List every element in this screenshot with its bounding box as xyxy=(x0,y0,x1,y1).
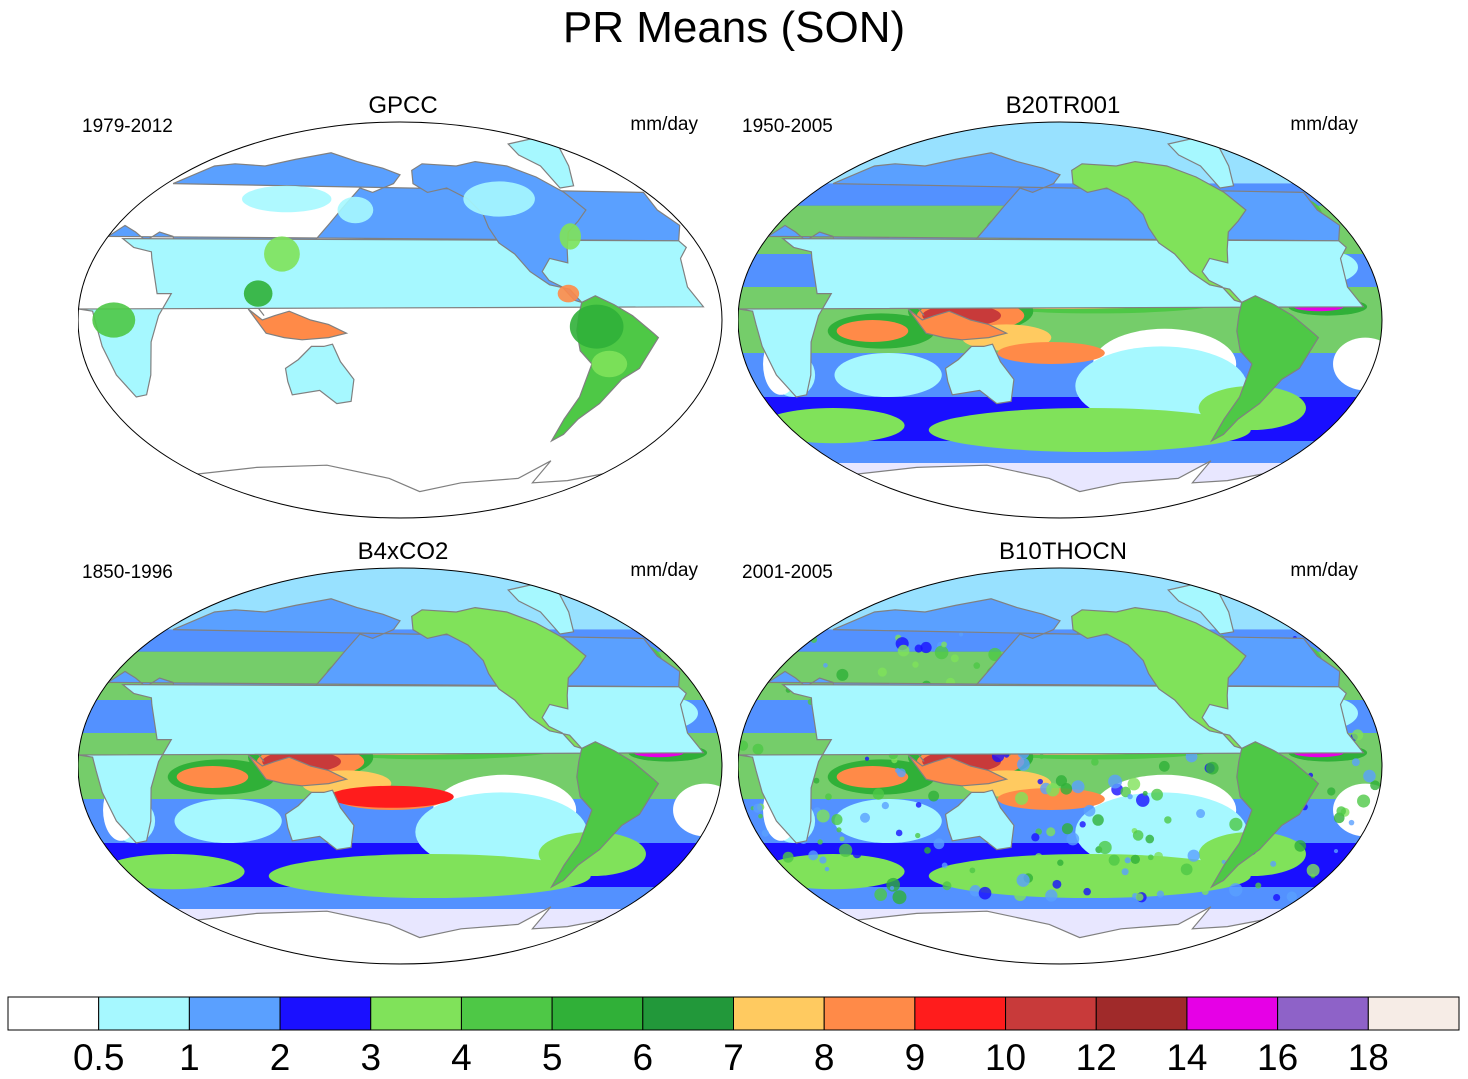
landmass-australia xyxy=(944,789,1015,851)
panel-b20tr001: B20TR001 1950-2005 mm/day xyxy=(738,92,1388,519)
colorbar-swatch xyxy=(1095,996,1188,1031)
period-label: 1979-2012 xyxy=(82,116,173,137)
colorbar: 0.5 1 2 3 4 5 6 7 8 9 10 12 14 16 18 xyxy=(7,996,1460,1078)
panel-title: B20TR001 xyxy=(1005,92,1121,119)
landmass-australia xyxy=(284,343,355,405)
colorbar-swatch xyxy=(914,996,1007,1031)
colorbar-swatch xyxy=(188,996,281,1031)
colorbar-swatch xyxy=(1186,996,1279,1031)
colorbar-tick-label: 6 xyxy=(633,1037,654,1078)
landmass-australia xyxy=(944,343,1015,405)
precipitation-map xyxy=(78,121,723,519)
landmass-samerica xyxy=(549,741,660,889)
colorbar-tick-label: 5 xyxy=(542,1037,563,1078)
colorbar-tick-label: 1 xyxy=(179,1037,200,1078)
colorbar-swatch xyxy=(1005,996,1097,1031)
panel-b4xco2: B4xCO2 1850-1996 mm/day xyxy=(78,538,728,965)
colorbar-tick-label: 12 xyxy=(1076,1037,1117,1078)
colorbar-swatch xyxy=(1367,996,1460,1031)
period-label: 1850-1996 xyxy=(82,562,173,583)
colorbar-swatch xyxy=(1277,996,1369,1031)
period-label: 2001-2005 xyxy=(742,562,833,583)
colorbar-tick-label: 4 xyxy=(451,1037,472,1078)
colorbar-tick-label: 3 xyxy=(360,1037,381,1078)
landmass-samerica xyxy=(1209,295,1320,443)
colorbar-swatch xyxy=(642,996,734,1031)
colorbar-tick-label: 2 xyxy=(270,1037,291,1078)
precipitation-field xyxy=(738,568,1382,964)
colorbar-swatch xyxy=(823,996,916,1031)
colorbar-swatch xyxy=(733,996,825,1031)
landmass-samerica xyxy=(1209,741,1320,889)
panel-title: GPCC xyxy=(368,92,438,119)
colorbar-swatch xyxy=(370,996,462,1031)
map-border xyxy=(78,567,723,965)
precipitation-map xyxy=(738,121,1383,519)
map-border xyxy=(738,567,1383,965)
landmass-indonesia xyxy=(907,308,1009,341)
landmass-namerica xyxy=(1071,606,1247,750)
precipitation-field xyxy=(78,122,722,518)
units-label: mm/day xyxy=(1290,560,1358,581)
colorbar-tick-label: 18 xyxy=(1348,1037,1389,1078)
colorbar-tick-label: 10 xyxy=(985,1037,1026,1078)
landmass-namerica xyxy=(411,606,587,750)
landmass-indonesia xyxy=(247,308,349,341)
units-label: mm/day xyxy=(630,114,698,135)
units-label: mm/day xyxy=(630,560,698,581)
colorbar-swatch xyxy=(7,996,100,1031)
colorbar-tick-label: 7 xyxy=(723,1037,744,1078)
panel-title: B10THOCN xyxy=(998,538,1128,565)
units-label: mm/day xyxy=(1290,114,1358,135)
panel-b10thocn: B10THOCN 2001-2005 mm/day xyxy=(738,538,1388,965)
panel-gpcc: GPCC 1979-2012 mm/day xyxy=(78,92,728,519)
colorbar-tick-label: 16 xyxy=(1257,1037,1298,1078)
map-border xyxy=(78,121,723,519)
landmass-australia xyxy=(284,789,355,851)
colorbar-tick-label: 9 xyxy=(905,1037,926,1078)
panel-title: B4xCO2 xyxy=(357,538,449,565)
precipitation-field xyxy=(78,568,722,964)
landmass-indonesia xyxy=(907,754,1009,787)
landmass-namerica xyxy=(1071,160,1247,304)
colorbar-tick-label: 14 xyxy=(1166,1037,1207,1078)
landmass-indonesia xyxy=(247,754,349,787)
colorbar-tick-label: 0.5 xyxy=(73,1037,124,1078)
colorbar-swatch xyxy=(551,996,644,1031)
main-title: PR Means (SON) xyxy=(562,3,906,52)
colorbar-tick-label: 8 xyxy=(814,1037,835,1078)
precipitation-map xyxy=(78,567,723,965)
colorbar-swatch xyxy=(279,996,372,1031)
colorbar-swatch xyxy=(98,996,190,1031)
precipitation-field xyxy=(738,122,1382,518)
period-label: 1950-2005 xyxy=(742,116,833,137)
colorbar-swatch xyxy=(460,996,553,1031)
map-border xyxy=(738,121,1383,519)
precipitation-map xyxy=(738,567,1383,965)
